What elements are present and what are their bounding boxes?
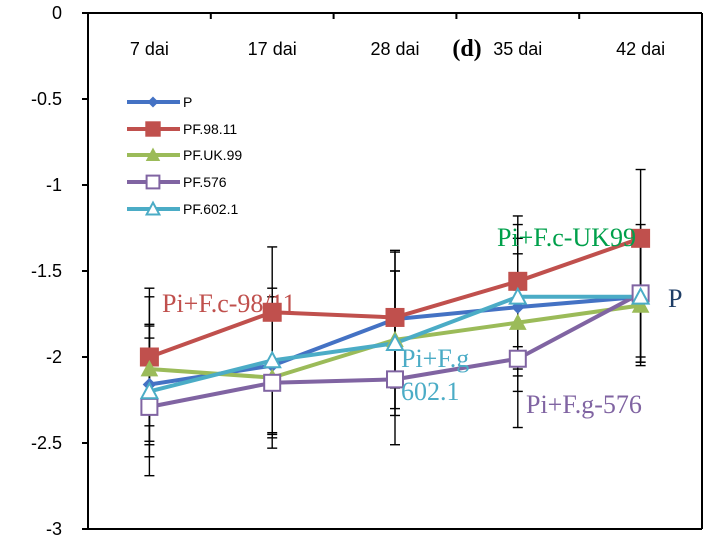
legend-marker: [145, 147, 161, 161]
y-tick-label: -2: [46, 347, 62, 367]
legend-marker: [145, 121, 161, 137]
y-tick-label: -1: [46, 175, 62, 195]
data-point: [508, 286, 528, 305]
series-markers: [139, 228, 651, 416]
x-tick-label: 42 dai: [616, 39, 665, 59]
legend-marker: [147, 96, 159, 108]
legend-label: P: [183, 94, 192, 110]
data-point: [385, 333, 405, 352]
legend-marker: [145, 174, 161, 190]
data-point: [386, 370, 404, 389]
legend-label: PF.98.11: [183, 121, 237, 137]
annotations: Pi+F.c-98/11 Pi+F.c-UK99 P Pi+F.g 602.1 Pi+F.…: [162, 223, 682, 419]
axes: 0 -0.5 -1 -1.5 -2 -2.5 -3 7 dai 17 dai 28 dai 35 d…: [31, 3, 703, 539]
legend-label: PF.576: [183, 174, 227, 190]
x-tick-label: 17 dai: [248, 39, 297, 59]
annotation-label: Pi+F.g: [401, 344, 469, 373]
annotation-label: Pi+F.c-UK99: [497, 223, 636, 252]
x-tick-label: 7 dai: [130, 39, 169, 59]
data-point: [630, 286, 651, 305]
y-tick-label: 0: [52, 3, 62, 23]
data-point: [263, 373, 282, 392]
annotation-label: 602.1: [401, 377, 460, 406]
annotation-label: P: [668, 284, 682, 313]
x-tick-label: 35 dai: [493, 39, 542, 59]
data-point: [508, 313, 527, 330]
legend-label: PF.UK.99: [183, 147, 242, 163]
data-point: [508, 349, 527, 368]
data-point: [139, 381, 160, 400]
data-point: [385, 307, 405, 327]
data-point: [262, 350, 282, 369]
x-tick-label: 28 dai: [370, 39, 419, 59]
data-point: [140, 359, 159, 377]
y-tick-label: -2.5: [31, 433, 62, 453]
data-point: [631, 228, 651, 248]
chart-title: (d): [452, 36, 481, 62]
annotation-label: Pi+F.g-576: [526, 390, 642, 419]
data-point: [140, 397, 159, 416]
legend-marker: [144, 200, 162, 216]
legend-label: PF.602.1: [183, 201, 238, 217]
y-tick-label: -0.5: [31, 89, 62, 109]
y-tick-label: -1.5: [31, 261, 62, 281]
annotation-label: Pi+F.c-98/11: [162, 289, 296, 318]
data-point: [631, 296, 650, 313]
data-point: [262, 302, 282, 322]
legend: P PF.98.11 PF.UK.99 PF.576 PF.602.1: [127, 94, 242, 217]
y-tick-label: -3: [46, 519, 62, 539]
